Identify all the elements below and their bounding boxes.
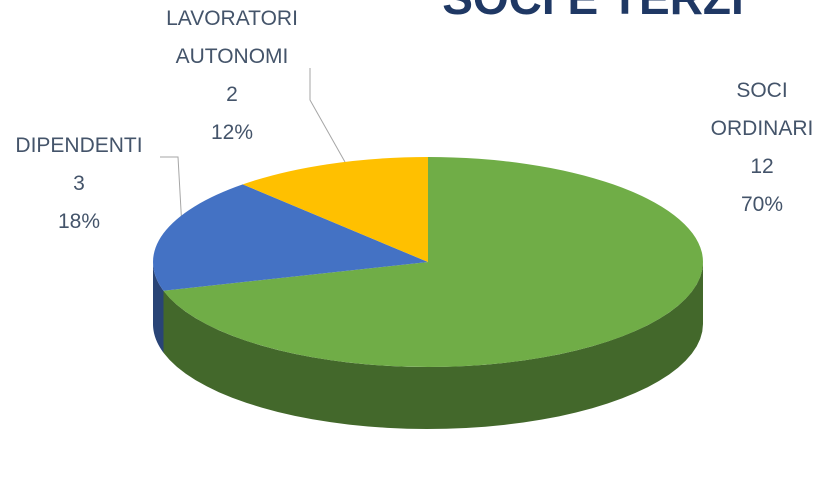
slice xyxy=(153,184,428,291)
slice-side xyxy=(153,262,164,353)
category-label: SOCI ORDINARI xyxy=(710,79,814,140)
slice-label: LAVORATORI AUTONOMI 2 12% xyxy=(152,0,312,152)
percent-label: 70% xyxy=(740,193,784,216)
slice xyxy=(163,157,704,368)
leader-line xyxy=(160,156,183,229)
value-label: 12 xyxy=(750,155,774,178)
percent-label: 12% xyxy=(210,121,254,144)
slice-label: SOCI ORDINARI 12 70% xyxy=(702,72,818,224)
category-label: DIPENDENTI xyxy=(15,134,143,157)
category-label: LAVORATORI AUTONOMI xyxy=(166,7,298,68)
slice-label: DIPENDENTI 3 18% xyxy=(0,127,158,241)
value-label: 2 xyxy=(226,83,238,106)
chart-title: SOCI E TERZI xyxy=(442,0,744,24)
slice xyxy=(242,157,428,262)
value-label: 3 xyxy=(73,172,85,195)
pie xyxy=(153,157,704,429)
percent-label: 18% xyxy=(57,210,101,233)
leader-line xyxy=(309,68,346,163)
slice-side xyxy=(163,262,704,429)
